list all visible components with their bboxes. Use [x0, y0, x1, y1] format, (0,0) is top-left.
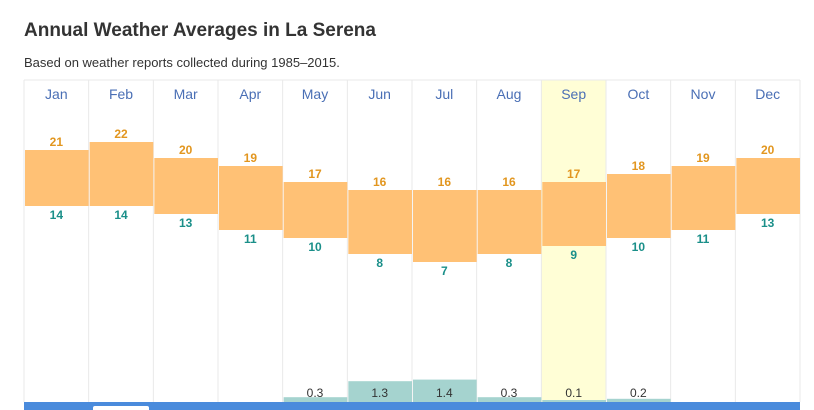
month-label-feb: Feb: [109, 86, 133, 102]
temp-band-may: [283, 182, 348, 238]
month-label-jan: Jan: [45, 86, 68, 102]
low-label-feb: 14: [114, 208, 128, 222]
high-label-jul: 16: [438, 175, 452, 189]
precip-bar-jun: [348, 381, 412, 402]
high-label-oct: 18: [632, 159, 646, 173]
precip-bar-sep: [542, 400, 606, 402]
high-label-jan: 21: [50, 135, 64, 149]
temp-band-oct: [607, 174, 671, 238]
temp-band-feb: [89, 142, 154, 206]
precip-label-may: 0.3: [307, 386, 324, 400]
low-label-jul: 7: [441, 264, 448, 278]
high-label-jun: 16: [373, 175, 387, 189]
chart-subtitle: Based on weather reports collected durin…: [24, 55, 340, 70]
scroll-thumb[interactable]: [93, 406, 149, 410]
month-label-apr: Apr: [239, 86, 261, 102]
month-label-aug: Aug: [497, 86, 522, 102]
high-label-aug: 16: [502, 175, 516, 189]
temp-band-jun: [348, 190, 412, 254]
temp-band-aug: [477, 190, 542, 254]
high-label-mar: 20: [179, 143, 193, 157]
temp-band-jan: [25, 150, 89, 206]
temp-band-mar: [154, 158, 218, 214]
month-label-sep: Sep: [561, 86, 586, 102]
precip-label-oct: 0.2: [630, 386, 647, 400]
month-label-may: May: [302, 86, 328, 102]
precip-bar-may: [283, 397, 348, 402]
chart-title: Annual Weather Averages in La Serena: [24, 20, 376, 41]
precip-bar-jul: [413, 379, 477, 402]
month-label-jul: Jul: [435, 86, 453, 102]
temp-band-jul: [413, 190, 477, 262]
precip-bar-aug: [477, 397, 542, 402]
high-label-feb: 22: [114, 127, 128, 141]
month-label-mar: Mar: [174, 86, 198, 102]
temp-band-nov: [671, 166, 736, 230]
low-label-aug: 8: [506, 256, 513, 270]
low-label-sep: 9: [570, 248, 577, 262]
month-label-jun: Jun: [368, 86, 391, 102]
low-label-apr: 11: [244, 232, 257, 246]
temp-band-apr: [219, 166, 283, 230]
low-label-jan: 14: [50, 208, 64, 222]
precip-label-sep: 0.1: [565, 386, 582, 400]
low-label-oct: 10: [632, 240, 646, 254]
precip-label-aug: 0.3: [501, 386, 518, 400]
month-label-nov: Nov: [691, 86, 716, 102]
month-label-dec: Dec: [755, 86, 780, 102]
precip-label-jun: 1.3: [371, 386, 388, 400]
low-label-jun: 8: [376, 256, 383, 270]
precip-label-jul: 1.4: [436, 386, 453, 400]
low-label-nov: 11: [697, 232, 710, 246]
month-label-oct: Oct: [627, 86, 649, 102]
precip-bar-oct: [607, 398, 671, 402]
temp-band-sep: [542, 182, 606, 246]
low-label-dec: 13: [761, 216, 775, 230]
temp-band-dec: [736, 158, 800, 214]
high-label-nov: 19: [696, 151, 710, 165]
high-label-sep: 17: [567, 167, 581, 181]
high-label-may: 17: [308, 167, 322, 181]
scroll-bar[interactable]: [24, 402, 800, 410]
low-label-mar: 13: [179, 216, 193, 230]
low-label-may: 10: [308, 240, 322, 254]
high-label-dec: 20: [761, 143, 775, 157]
high-label-apr: 19: [244, 151, 258, 165]
